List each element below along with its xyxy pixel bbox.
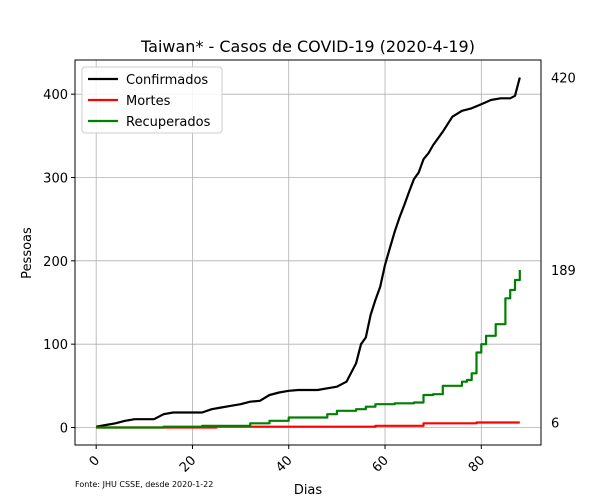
- y-tick-label: 0: [60, 422, 68, 437]
- y-tick-label: 200: [43, 255, 68, 270]
- series-line-mortes: [96, 421, 520, 429]
- legend: Confirmados Mortes Recuperados: [81, 66, 223, 134]
- source-note: Fonte: JHU CSSE, desde 2020-1-22: [75, 480, 213, 489]
- end-value-labels: 420 6 189: [551, 72, 576, 432]
- y-axis-label: Pessoas: [20, 227, 35, 279]
- series-line-recuperados: [96, 270, 521, 429]
- y-tick-label: 400: [43, 88, 68, 103]
- end-label-confirmados: 420: [551, 72, 576, 87]
- chart-title: Taiwan* - Casos de COVID-19 (2020-4-19): [140, 37, 475, 56]
- end-label-mortes: 6: [551, 417, 559, 432]
- series-layer: [96, 77, 521, 429]
- legend-label-mortes: Mortes: [126, 94, 171, 109]
- x-axis-label: Dias: [294, 483, 323, 498]
- series-line-confirmados: [96, 77, 521, 428]
- y-tick-label: 100: [43, 338, 68, 353]
- y-tick-label: 300: [43, 172, 68, 187]
- legend-box: [81, 66, 223, 134]
- plot-frame: [74, 59, 542, 446]
- end-label-recuperados: 189: [551, 264, 576, 279]
- legend-label-recuperados: Recuperados: [126, 115, 211, 130]
- legend-label-confirmados: Confirmados: [126, 73, 208, 88]
- y-axis: 0 100 200 300 400: [43, 88, 75, 437]
